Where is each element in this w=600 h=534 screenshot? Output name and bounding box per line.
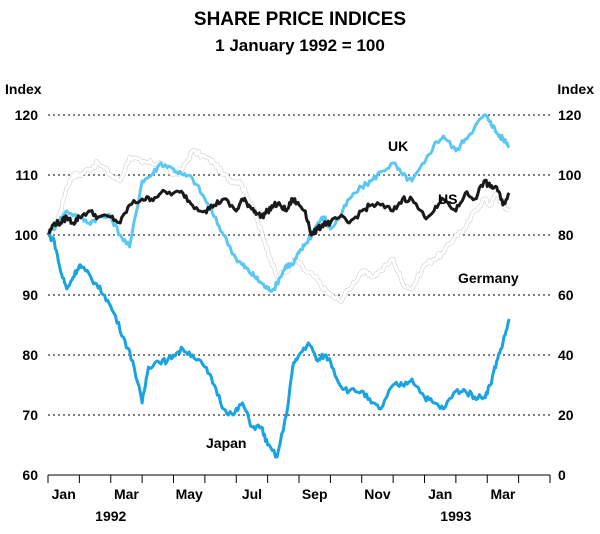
chart-subtitle: 1 January 1992 = 100 [215,36,385,55]
year-label: 1992 [95,508,126,524]
left-tick-label: 80 [22,347,38,363]
month-labels: Jan Mar May Jul Sep Nov Jan Mar [52,486,516,502]
series-line-uk [47,113,511,293]
right-tick-label: 80 [558,227,574,243]
right-tick-label: 60 [558,287,574,303]
right-tick-label: 20 [558,407,574,423]
label-us: US [438,191,457,207]
left-axis-ticks: 60 70 80 90 100 110 120 [15,107,39,483]
month-label: Jan [52,486,76,502]
month-label: Mar [114,486,139,502]
series-annotations: UK US Germany Japan [206,138,519,451]
year-label: 1993 [440,508,471,524]
right-tick-label: 120 [558,107,582,123]
right-tick-label: 40 [558,347,574,363]
series-line-japan [47,233,511,459]
right-tick-label: 0 [558,467,566,483]
left-tick-label: 110 [15,167,38,183]
month-label: Nov [364,486,391,502]
series-lines [45,113,511,459]
left-tick-label: 120 [15,107,39,123]
month-label: Jan [428,486,452,502]
month-label: Sep [302,486,328,502]
year-labels: 1992 1993 [95,508,471,524]
left-tick-label: 100 [15,227,39,243]
label-germany: Germany [458,270,519,286]
series-line-germany [46,148,511,304]
left-tick-label: 90 [22,287,38,303]
label-uk: UK [388,138,408,154]
chart-title: SHARE PRICE INDICES [194,9,406,30]
month-label: May [176,486,203,502]
left-tick-label: 70 [22,407,38,423]
left-axis-label: Index [5,81,42,97]
right-axis-label: Index [557,81,594,97]
x-axis [47,474,551,483]
month-label: Mar [490,486,515,502]
right-tick-label: 100 [558,167,582,183]
right-axis-ticks: 0 20 40 60 80 100 120 [558,107,582,483]
series-line-us [46,178,511,237]
left-tick-label: 60 [22,467,38,483]
month-label: Jul [242,486,262,502]
label-japan: Japan [206,435,246,451]
